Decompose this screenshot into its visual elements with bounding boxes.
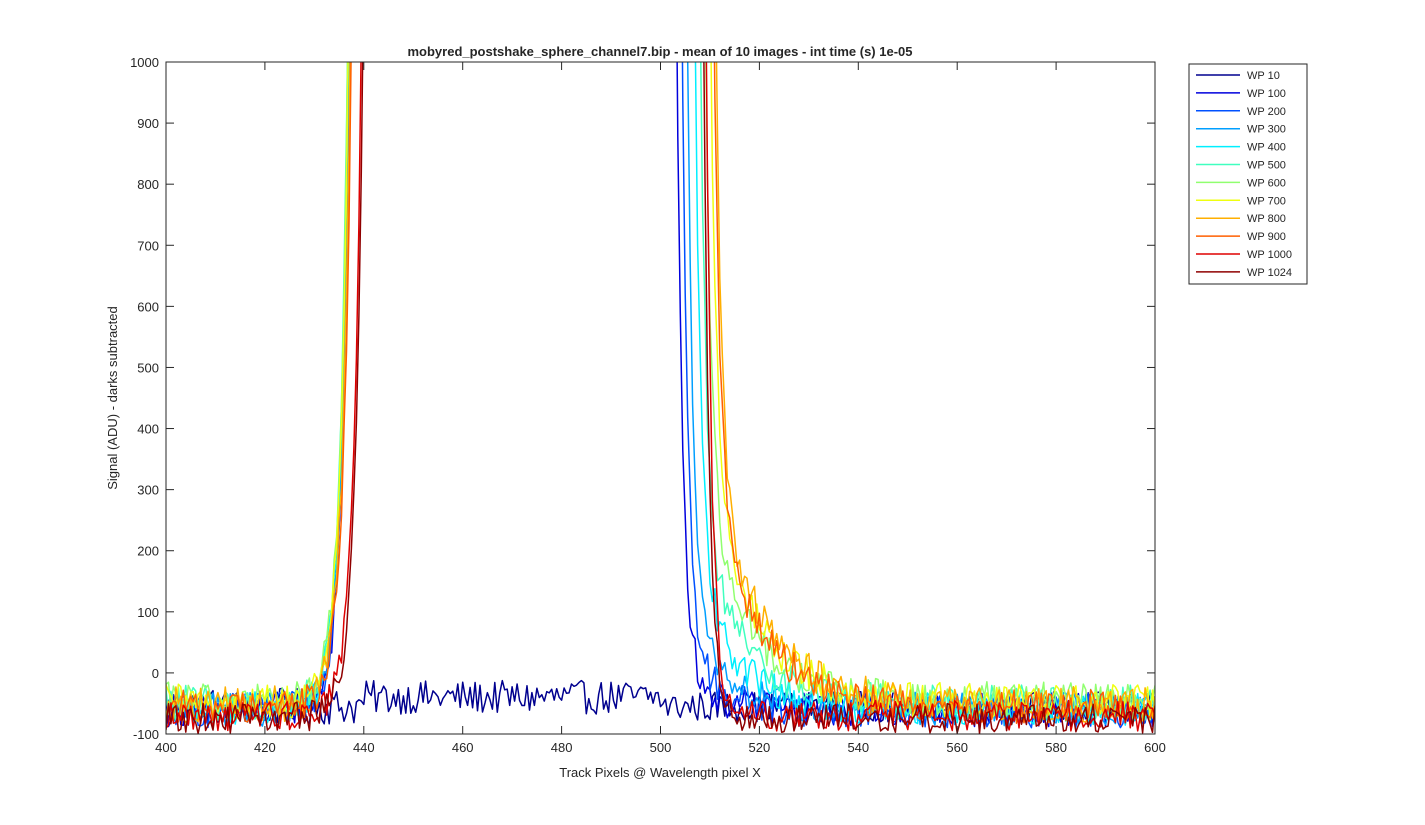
y-tick-label: 100	[137, 605, 159, 620]
x-tick-label: 540	[847, 740, 869, 755]
legend-label: WP 700	[1247, 195, 1286, 207]
x-tick-label: 400	[155, 740, 177, 755]
chart-title: mobyred_postshake_sphere_channel7.bip - …	[407, 44, 912, 59]
x-tick-label: 500	[650, 740, 672, 755]
y-tick-label: 0	[152, 666, 159, 681]
x-tick-label: 480	[551, 740, 573, 755]
series-line-wp-1000	[166, 62, 1155, 732]
x-tick-label: 600	[1144, 740, 1166, 755]
y-axis-label: Signal (ADU) - darks subtracted	[105, 306, 120, 490]
legend-label: WP 300	[1247, 124, 1286, 136]
legend-label: WP 800	[1247, 213, 1286, 225]
y-tick-label: 900	[137, 116, 159, 131]
x-tick-label: 560	[946, 740, 968, 755]
x-tick-label: 460	[452, 740, 474, 755]
y-tick-label: 400	[137, 422, 159, 437]
y-tick-label: 600	[137, 299, 159, 314]
series-line-wp-900	[166, 62, 1155, 724]
y-tick-label: 800	[137, 177, 159, 192]
legend-box	[1188, 63, 1308, 285]
legend-label: WP 100	[1247, 88, 1286, 100]
x-axis-label: Track Pixels @ Wavelength pixel X	[559, 765, 761, 780]
y-tick-label: -100	[133, 727, 159, 742]
legend-label: WP 10	[1247, 70, 1280, 82]
x-tick-label: 420	[254, 740, 276, 755]
legend-label: WP 1000	[1247, 249, 1292, 261]
series-layer	[166, 62, 1155, 734]
plot-area	[166, 62, 1155, 734]
y-tick-label: 200	[137, 544, 159, 559]
tick-layer: 400 420 440 460 480 500 520 540 560 580 600 -100 0 10…	[130, 55, 1166, 755]
y-tick-label: 1000	[130, 55, 159, 70]
y-tick-label: 300	[137, 483, 159, 498]
legend: WP 10 WP 100 WP 200 WP 300 WP 400 WP 500 WP 60…	[1188, 63, 1308, 285]
legend-label: WP 200	[1247, 106, 1286, 118]
x-tick-label: 440	[353, 740, 375, 755]
legend-label: WP 1024	[1247, 267, 1292, 279]
y-tick-label: 500	[137, 360, 159, 375]
x-tick-label: 520	[749, 740, 771, 755]
series-line-wp-1024	[166, 62, 1155, 734]
y-tick-label: 700	[137, 238, 159, 253]
legend-label: WP 600	[1247, 177, 1286, 189]
legend-label: WP 400	[1247, 142, 1286, 154]
legend-label: WP 500	[1247, 160, 1286, 172]
legend-label: WP 900	[1247, 231, 1286, 243]
x-tick-label: 580	[1045, 740, 1067, 755]
